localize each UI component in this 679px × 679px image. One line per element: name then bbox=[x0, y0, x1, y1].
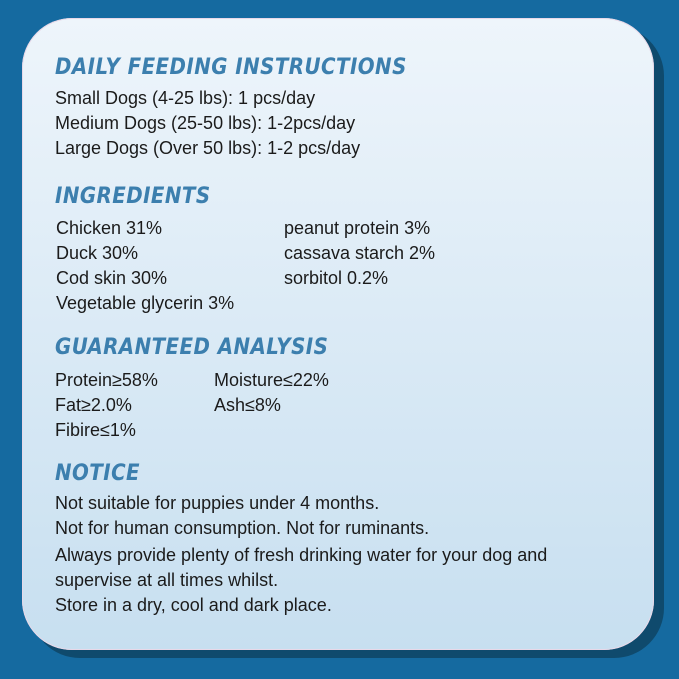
notice-line: Not for human consumption. Not for rumin… bbox=[55, 518, 430, 538]
ingredient-item: sorbitol 0.2% bbox=[284, 268, 389, 288]
ingredient-item: cassava starch 2% bbox=[284, 243, 436, 263]
notice-line: Always provide plenty of fresh drinking … bbox=[55, 545, 548, 565]
feeding-line: Medium Dogs (25-50 lbs): 1-2pcs/day bbox=[55, 113, 356, 133]
feeding-heading: DAILY FEEDING INSTRUCTIONS bbox=[55, 55, 407, 80]
analysis-item: Ash≤8% bbox=[214, 395, 281, 415]
analysis-item: Fat≥2.0% bbox=[55, 395, 132, 415]
ingredient-item: Vegetable glycerin 3% bbox=[56, 293, 235, 313]
feeding-line: Small Dogs (4-25 lbs): 1 pcs/day bbox=[55, 88, 316, 108]
notice-line: Store in a dry, cool and dark place. bbox=[55, 595, 332, 615]
ingredient-item: peanut protein 3% bbox=[284, 218, 431, 238]
ingredient-item: Chicken 31% bbox=[56, 218, 163, 238]
notice-line: Not suitable for puppies under 4 months. bbox=[55, 493, 380, 513]
ingredients-heading: INGREDIENTS bbox=[55, 184, 211, 209]
analysis-item: Fibire≤1% bbox=[55, 420, 136, 440]
ingredient-item: Cod skin 30% bbox=[56, 268, 168, 288]
feeding-line: Large Dogs (Over 50 lbs): 1-2 pcs/day bbox=[55, 138, 361, 158]
info-card bbox=[22, 18, 654, 650]
notice-heading: NOTICE bbox=[55, 461, 141, 486]
ingredient-item: Duck 30% bbox=[56, 243, 139, 263]
analysis-item: Protein≥58% bbox=[55, 370, 158, 390]
analysis-item: Moisture≤22% bbox=[214, 370, 329, 390]
notice-line: supervise at all times whilst. bbox=[55, 570, 279, 590]
analysis-heading: GUARANTEED ANALYSIS bbox=[55, 335, 329, 360]
